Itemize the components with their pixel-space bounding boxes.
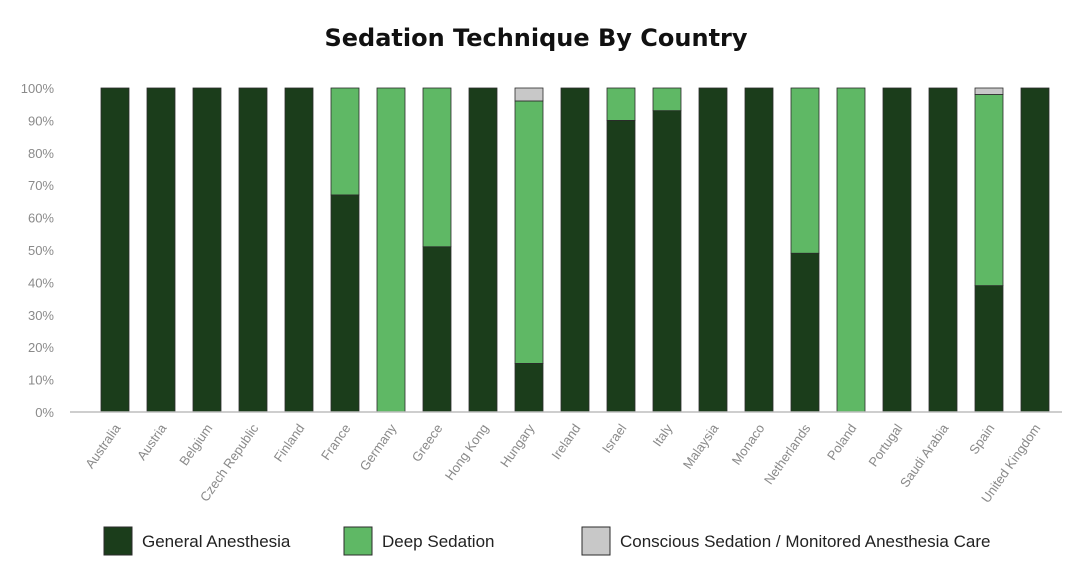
chart-title: Sedation Technique By Country: [324, 24, 747, 52]
y-tick-label: 40%: [28, 275, 54, 290]
x-tick-label: Malaysia: [680, 420, 722, 471]
bar-israel-deep-sedation: [606, 87, 636, 121]
bar-france-general-anesthesia: [330, 194, 360, 413]
x-tick-label: Spain: [966, 421, 997, 457]
bar-hong-kong-general-anesthesia: [468, 87, 498, 413]
legend-label: Conscious Sedation / Monitored Anesthesi…: [620, 532, 990, 551]
bar-netherlands-deep-sedation: [790, 87, 820, 254]
y-tick-label: 80%: [28, 146, 54, 161]
x-tick-label: Belgium: [176, 421, 215, 468]
bar-italy-deep-sedation: [652, 87, 682, 112]
bar-hungary-general-anesthesia: [514, 362, 544, 413]
x-tick-label: Germany: [357, 421, 400, 474]
bar-italy-general-anesthesia: [652, 110, 682, 413]
bar-belgium-general-anesthesia: [192, 87, 222, 413]
y-tick-label: 60%: [28, 211, 54, 226]
x-tick-label: Austria: [134, 420, 170, 462]
x-tick-label: France: [318, 421, 353, 463]
bar-poland-deep-sedation: [836, 87, 866, 413]
x-tick-label: Israel: [599, 421, 630, 456]
x-tick-label: Italy: [649, 421, 675, 450]
bar-hungary-conscious-sedation-monitored-anesthesia-care: [514, 87, 544, 102]
y-tick-label: 30%: [28, 308, 54, 323]
legend-label: Deep Sedation: [382, 532, 494, 551]
legend-swatch-deep-sedation: [343, 526, 373, 556]
bar-united-kingdom-general-anesthesia: [1020, 87, 1050, 413]
x-tick-label: Poland: [824, 421, 860, 463]
bar-portugal-general-anesthesia: [882, 87, 912, 413]
legend: General Anesthesia Deep Sedation Conscious…: [103, 526, 990, 556]
legend-swatch-conscious-sedation-monitored-anesthesia-care: [581, 526, 611, 556]
legend-swatch-general-anesthesia: [103, 526, 133, 556]
x-tick-label: Ireland: [548, 421, 583, 462]
bar-malaysia-general-anesthesia: [698, 87, 728, 413]
bar-greece-general-anesthesia: [422, 246, 452, 413]
bar-czech-republic-general-anesthesia: [238, 87, 268, 413]
x-tick-label: Finland: [271, 421, 308, 465]
bar-hungary-deep-sedation: [514, 100, 544, 364]
bar-spain-conscious-sedation-monitored-anesthesia-care: [974, 87, 1004, 95]
bar-saudi-arabia-general-anesthesia: [928, 87, 958, 413]
x-tick-label: Greece: [409, 421, 446, 465]
y-tick-label: 100%: [21, 81, 55, 96]
y-tick-label: 70%: [28, 178, 54, 193]
bar-greece-deep-sedation: [422, 87, 452, 248]
y-tick-label: 90%: [28, 113, 54, 128]
bar-spain-general-anesthesia: [974, 285, 1004, 413]
bar-germany-deep-sedation: [376, 87, 406, 413]
y-axis: 0% 10% 20% 30% 40% 50% 60% 70% 80% 90% 100%: [21, 81, 55, 420]
bar-finland-general-anesthesia: [284, 87, 314, 413]
legend-label: General Anesthesia: [142, 532, 291, 551]
y-tick-label: 50%: [28, 243, 54, 258]
bar-spain-deep-sedation: [974, 94, 1004, 287]
y-tick-label: 10%: [28, 373, 54, 388]
x-tick-label: Hungary: [497, 421, 538, 470]
x-tick-label: Australia: [82, 420, 124, 471]
bar-monaco-general-anesthesia: [744, 87, 774, 413]
bar-ireland-general-anesthesia: [560, 87, 590, 413]
bars: [100, 87, 1050, 413]
bar-austria-general-anesthesia: [146, 87, 176, 413]
y-tick-label: 20%: [28, 340, 54, 355]
x-tick-label: Hong Kong: [442, 421, 492, 483]
x-tick-label: Portugal: [865, 421, 905, 469]
bar-france-deep-sedation: [330, 87, 360, 196]
bar-netherlands-general-anesthesia: [790, 252, 820, 413]
bar-australia-general-anesthesia: [100, 87, 130, 413]
x-tick-label: Netherlands: [761, 421, 814, 487]
x-tick-label: Monaco: [729, 421, 768, 467]
y-tick-label: 0%: [35, 405, 54, 420]
x-tick-label: Saudi Arabia: [897, 420, 952, 490]
bar-israel-general-anesthesia: [606, 120, 636, 413]
